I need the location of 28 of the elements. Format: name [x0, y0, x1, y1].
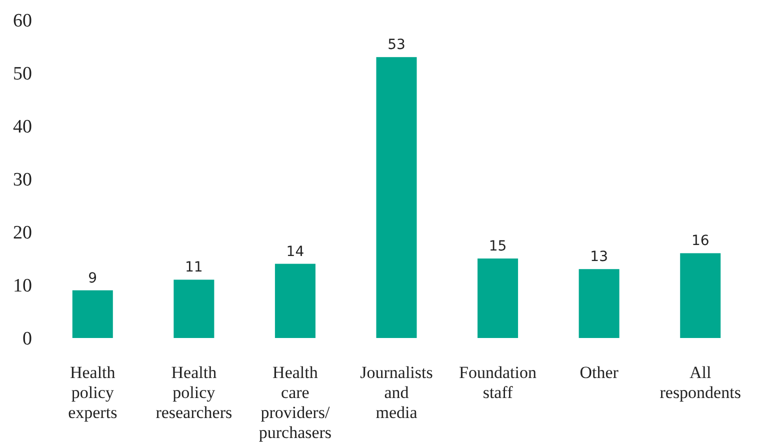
bar: [478, 258, 518, 338]
y-tick-label: 10: [13, 276, 32, 297]
data-label: 15: [488, 238, 507, 254]
bar: [274, 264, 316, 338]
data-label: 53: [388, 37, 406, 54]
y-tick-label: 0: [22, 328, 32, 350]
x-tick-label: Health policy experts: [68, 363, 118, 422]
bar: [578, 269, 620, 338]
x-tick-label: Health care providers/ purchasers: [258, 363, 332, 442]
data-label: 9: [88, 270, 98, 286]
y-tick-label: 50: [13, 64, 32, 85]
y-tick-label: 30: [13, 170, 32, 191]
bar: [174, 280, 214, 338]
y-tick-label: 20: [13, 222, 32, 244]
x-tick-label: All respondents: [660, 363, 741, 402]
y-tick-label: 40: [13, 116, 32, 138]
x-tick-label: Journalists and media: [360, 363, 433, 422]
data-label: 13: [590, 249, 608, 266]
x-tick-label: Foundation staff: [459, 363, 538, 402]
y-tick-label: 60: [13, 10, 32, 32]
x-tick-label: Health policy researchers: [156, 363, 232, 422]
data-label: 11: [185, 260, 203, 276]
x-tick-label: Other: [580, 363, 619, 382]
bar: [680, 253, 721, 338]
data-label: 16: [691, 233, 710, 250]
bar: [72, 290, 113, 338]
data-label: 14: [286, 244, 304, 260]
bar: [376, 57, 417, 338]
